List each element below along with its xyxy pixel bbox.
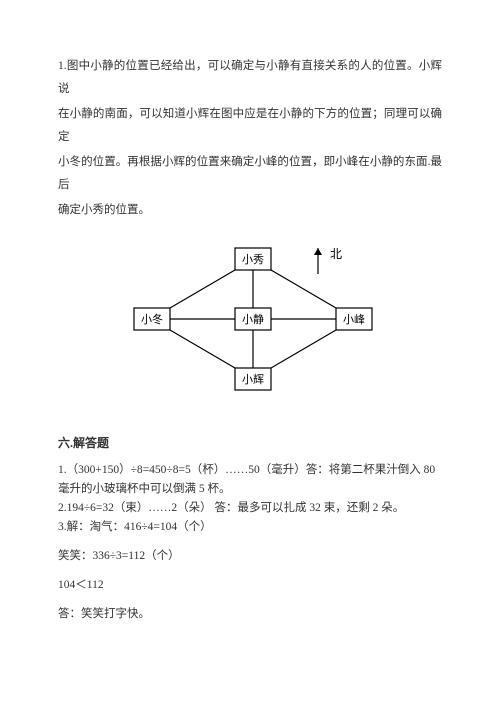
svg-text:小秀: 小秀 (242, 253, 264, 266)
answer-3-line-3: 104＜112 (58, 576, 442, 595)
explain-line-4: 确定小秀的位置。 (58, 199, 442, 222)
svg-text:小静: 小静 (242, 312, 264, 326)
answer-2: 2.194÷6=32（束）……2（朵） 答：最多可以扎成 32 束，还剩 2 朵… (58, 499, 442, 518)
answers-block: 1.（300+150）÷8=450÷8=5（杯）……50（毫升）答：将第二杯果汁… (58, 461, 442, 624)
svg-text:小冬: 小冬 (141, 312, 163, 326)
page-content: 1.图中小静的位置已经给出，可以确定与小静有直接关系的人的位置。小辉说 在小静的… (0, 0, 500, 664)
answer-1: 1.（300+150）÷8=450÷8=5（杯）……50（毫升）答：将第二杯果汁… (58, 461, 442, 499)
section-6-title: 六.解答题 (58, 431, 442, 455)
svg-text:小辉: 小辉 (242, 373, 264, 386)
answer-3-line-2: 笑笑：336÷3=112（个） (58, 547, 442, 566)
explain-line-2: 在小静的南面，可以知道小辉在图中应是在小静的下方的位置；同理可以确定 (58, 103, 442, 149)
answer-3-line-1: 3.解：淘气：416÷4=104（个） (58, 518, 442, 537)
diagram-svg: 小秀小冬 小静 小峰小辉 北 (120, 240, 380, 400)
explain-line-3: 小冬的位置。再根据小辉的位置来确定小峰的位置，即小峰在小静的东面.最后 (58, 151, 442, 197)
answer-3-line-4: 答：笑笑打字快。 (58, 605, 442, 624)
position-diagram: 小秀小冬 小静 小峰小辉 北 (120, 240, 380, 409)
svg-text:小峰: 小峰 (343, 313, 365, 326)
explain-line-1: 1.图中小静的位置已经给出，可以确定与小静有直接关系的人的位置。小辉说 (58, 55, 442, 101)
svg-text:北: 北 (330, 247, 342, 261)
